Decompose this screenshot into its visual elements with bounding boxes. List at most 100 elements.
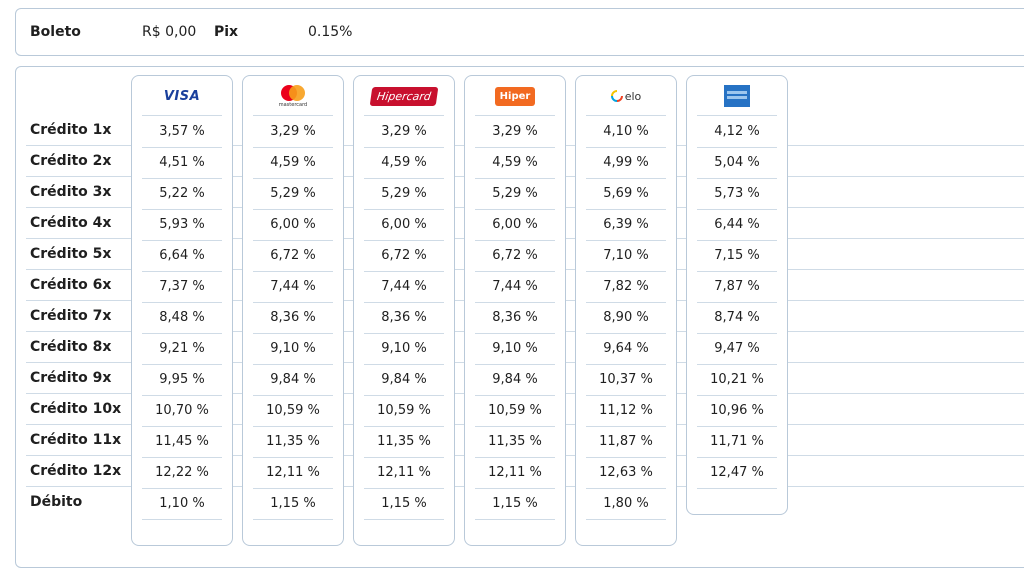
mastercard-circles-icon [281, 85, 305, 101]
rate-cell: 10,21 % [697, 364, 777, 396]
rate-cell: 3,29 % [253, 116, 333, 148]
rate-cell: 11,35 % [253, 426, 333, 458]
rate-cell: 10,59 % [253, 395, 333, 427]
row-label: Crédito 1x [30, 122, 112, 138]
rate-cell: 6,00 % [364, 209, 444, 241]
rate-cell: 12,22 % [142, 457, 222, 489]
rate-cell: 3,29 % [475, 116, 555, 148]
rate-cell: 7,82 % [586, 271, 666, 303]
boleto-value: R$ 0,00 [142, 24, 197, 40]
rate-cell: 8,90 % [586, 302, 666, 334]
rate-cell: 3,57 % [142, 116, 222, 148]
rate-cell: 5,29 % [475, 178, 555, 210]
hiper-logo-text: Hiper [494, 86, 536, 106]
rate-cell: 9,10 % [475, 333, 555, 365]
header-divider [586, 115, 666, 116]
summary-bar: Boleto R$ 0,00 Pix 0.15% [15, 8, 1024, 56]
rate-cell: 12,63 % [586, 457, 666, 489]
rate-cell: 9,21 % [142, 333, 222, 365]
rate-cell: 9,84 % [364, 364, 444, 396]
row-label: Crédito 4x [30, 215, 112, 231]
rate-cell: 11,71 % [697, 426, 777, 458]
rate-cell: 9,64 % [586, 333, 666, 365]
elo-logo-text: elo [624, 89, 642, 103]
rate-cell: 9,10 % [253, 333, 333, 365]
brand-card-mastercard: mastercard 3,29 % 4,59 % 5,29 % 6,00 % 6,72 %… [242, 75, 344, 546]
rate-cell: 6,72 % [475, 240, 555, 272]
row-label: Crédito 7x [30, 308, 112, 324]
rate-cell: 6,72 % [253, 240, 333, 272]
rate-cell: 6,72 % [364, 240, 444, 272]
rate-cell: 11,35 % [475, 426, 555, 458]
row-label: Crédito 11x [30, 432, 122, 448]
rate-cell: 10,37 % [586, 364, 666, 396]
rate-cell: 4,10 % [586, 116, 666, 148]
rate-cell: 8,48 % [142, 302, 222, 334]
rate-cell: 9,47 % [697, 333, 777, 365]
row-label: Crédito 3x [30, 184, 112, 200]
rate-cell: 9,84 % [475, 364, 555, 396]
row-label: Débito [30, 494, 83, 510]
hipercard-logo-text: Hipercard [369, 86, 439, 106]
header-divider [364, 115, 444, 116]
header-divider [142, 115, 222, 116]
rate-cell: 7,15 % [697, 240, 777, 272]
visa-logo-text: VISA [163, 88, 201, 104]
rate-cell: 12,47 % [697, 457, 777, 489]
mastercard-logo-text: mastercard [278, 102, 308, 108]
rate-cell: 5,73 % [697, 178, 777, 210]
rate-cell: 6,00 % [253, 209, 333, 241]
rate-cell: 8,36 % [475, 302, 555, 334]
rate-cell: 9,84 % [253, 364, 333, 396]
rate-cell: 10,59 % [364, 395, 444, 427]
header-divider [253, 115, 333, 116]
rate-cell: 9,95 % [142, 364, 222, 396]
hiper-logo: Hiper [465, 76, 565, 116]
row-label: Crédito 12x [30, 463, 122, 479]
rate-cell: 3,29 % [364, 116, 444, 148]
rate-cell: 8,36 % [253, 302, 333, 334]
rate-cell: 4,51 % [142, 147, 222, 179]
rate-cell: 6,39 % [586, 209, 666, 241]
row-label: Crédito 9x [30, 370, 112, 386]
rate-cell: 4,59 % [475, 147, 555, 179]
amex-box-icon [724, 85, 750, 107]
rate-cell: 5,69 % [586, 178, 666, 210]
rate-cell: 11,45 % [142, 426, 222, 458]
row-label: Crédito 10x [30, 401, 122, 417]
rate-cell: 4,59 % [364, 147, 444, 179]
rate-cell: 12,11 % [475, 457, 555, 489]
row-label: Crédito 6x [30, 277, 112, 293]
rate-cell: 5,04 % [697, 147, 777, 179]
rate-cell: 7,87 % [697, 271, 777, 303]
rate-cell: 7,44 % [364, 271, 444, 303]
rate-cell: 1,15 % [364, 488, 444, 520]
rate-cell: 10,59 % [475, 395, 555, 427]
row-label: Crédito 5x [30, 246, 112, 262]
rate-cell: 12,11 % [364, 457, 444, 489]
rate-cell: 7,44 % [253, 271, 333, 303]
rate-cell: 6,00 % [475, 209, 555, 241]
hipercard-logo: Hipercard [354, 76, 454, 116]
brand-card-hipercard: Hipercard 3,29 % 4,59 % 5,29 % 6,00 % 6,72 % 7… [353, 75, 455, 546]
boleto-label: Boleto [30, 24, 81, 40]
rate-cell: 1,10 % [142, 488, 222, 520]
pix-label: Pix [214, 24, 239, 40]
rate-cell: 4,59 % [253, 147, 333, 179]
rate-cell: 4,99 % [586, 147, 666, 179]
rate-cell: 5,29 % [364, 178, 444, 210]
pix-value: 0.15% [308, 24, 353, 40]
rate-cell: 1,15 % [475, 488, 555, 520]
rate-cell: 5,93 % [142, 209, 222, 241]
rate-cell: 7,37 % [142, 271, 222, 303]
rate-cell: 9,10 % [364, 333, 444, 365]
amex-logo [687, 76, 787, 116]
rate-cell: 1,80 % [586, 488, 666, 520]
rate-cell: 5,29 % [253, 178, 333, 210]
rate-cell: 10,96 % [697, 395, 777, 427]
brand-card-visa: VISA 3,57 % 4,51 % 5,22 % 5,93 % 6,64 % 7,37 %… [131, 75, 233, 546]
row-label: Crédito 2x [30, 153, 112, 169]
header-divider [697, 115, 777, 116]
rate-cell: 6,44 % [697, 209, 777, 241]
rate-cell: 12,11 % [253, 457, 333, 489]
